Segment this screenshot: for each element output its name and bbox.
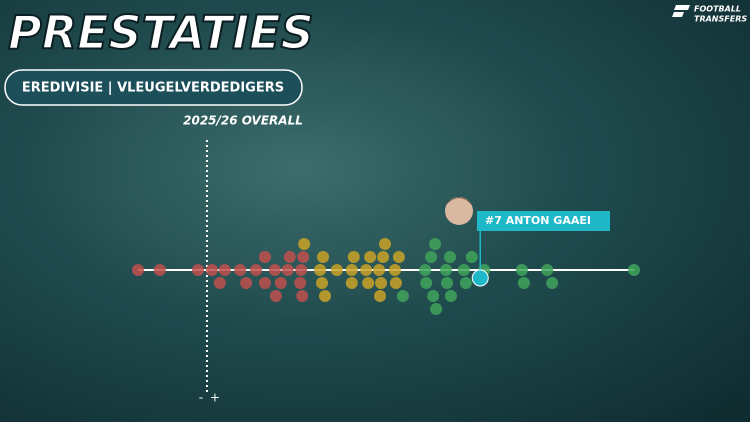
data-point xyxy=(360,264,373,276)
data-point xyxy=(297,251,310,263)
data-point xyxy=(541,264,554,276)
data-point xyxy=(373,264,386,276)
logo-icon xyxy=(672,5,690,17)
data-point xyxy=(427,290,440,302)
data-point xyxy=(546,277,559,289)
data-point xyxy=(420,277,433,289)
data-point xyxy=(317,251,330,263)
data-point xyxy=(465,251,478,263)
data-point xyxy=(153,264,166,276)
data-point xyxy=(379,238,392,250)
data-point xyxy=(345,264,358,276)
data-point xyxy=(258,277,271,289)
data-point xyxy=(296,290,309,302)
data-point xyxy=(274,277,287,289)
data-point xyxy=(430,303,443,315)
logo-line: TRANSFERS xyxy=(694,15,747,24)
data-point xyxy=(457,264,470,276)
data-point xyxy=(440,264,453,276)
data-point xyxy=(362,277,375,289)
data-point xyxy=(374,290,387,302)
data-point xyxy=(364,251,377,263)
data-point xyxy=(213,277,226,289)
data-point xyxy=(330,264,343,276)
logo-line: FOOTBALL xyxy=(694,5,741,14)
data-point xyxy=(192,264,205,276)
data-point xyxy=(441,277,454,289)
data-point xyxy=(517,277,530,289)
data-point xyxy=(419,264,432,276)
highlight-point xyxy=(471,269,489,287)
season: 2025/26 OVERALL xyxy=(183,114,303,128)
highlight-label-box xyxy=(477,211,610,231)
data-point xyxy=(429,238,442,250)
data-point xyxy=(205,264,218,276)
data-point xyxy=(268,264,281,276)
data-point xyxy=(314,264,327,276)
player-photo xyxy=(445,197,473,225)
data-point xyxy=(298,238,311,250)
data-point xyxy=(425,251,438,263)
data-point xyxy=(240,277,253,289)
data-point xyxy=(132,264,144,276)
data-point xyxy=(258,251,271,263)
data-point xyxy=(392,251,405,263)
data-point xyxy=(318,290,331,302)
data-point xyxy=(347,251,360,263)
subtitle: EREDIVISIE | VLEUGELVERDEDIGERS xyxy=(22,81,284,96)
data-point xyxy=(294,277,307,289)
data-point xyxy=(515,264,528,276)
data-point xyxy=(218,264,231,276)
data-point xyxy=(234,264,247,276)
data-point xyxy=(250,264,263,276)
data-point xyxy=(459,277,472,289)
data-point xyxy=(388,264,401,276)
reference-label: - xyxy=(199,391,203,405)
highlight-label: #7 ANTON GAAEI xyxy=(485,214,591,227)
data-point xyxy=(316,277,329,289)
subtitle-pill xyxy=(4,69,303,106)
data-point xyxy=(283,251,296,263)
data-point xyxy=(443,251,456,263)
data-point xyxy=(377,251,390,263)
reference-label: + xyxy=(210,391,220,405)
data-point xyxy=(345,277,358,289)
data-point xyxy=(375,277,388,289)
data-point xyxy=(389,277,402,289)
title: PRESTATIES xyxy=(8,6,314,60)
data-point xyxy=(269,290,282,302)
data-point xyxy=(396,290,409,302)
data-point xyxy=(444,290,457,302)
data-point xyxy=(281,264,294,276)
data-point xyxy=(295,264,308,276)
data-point xyxy=(628,264,640,276)
